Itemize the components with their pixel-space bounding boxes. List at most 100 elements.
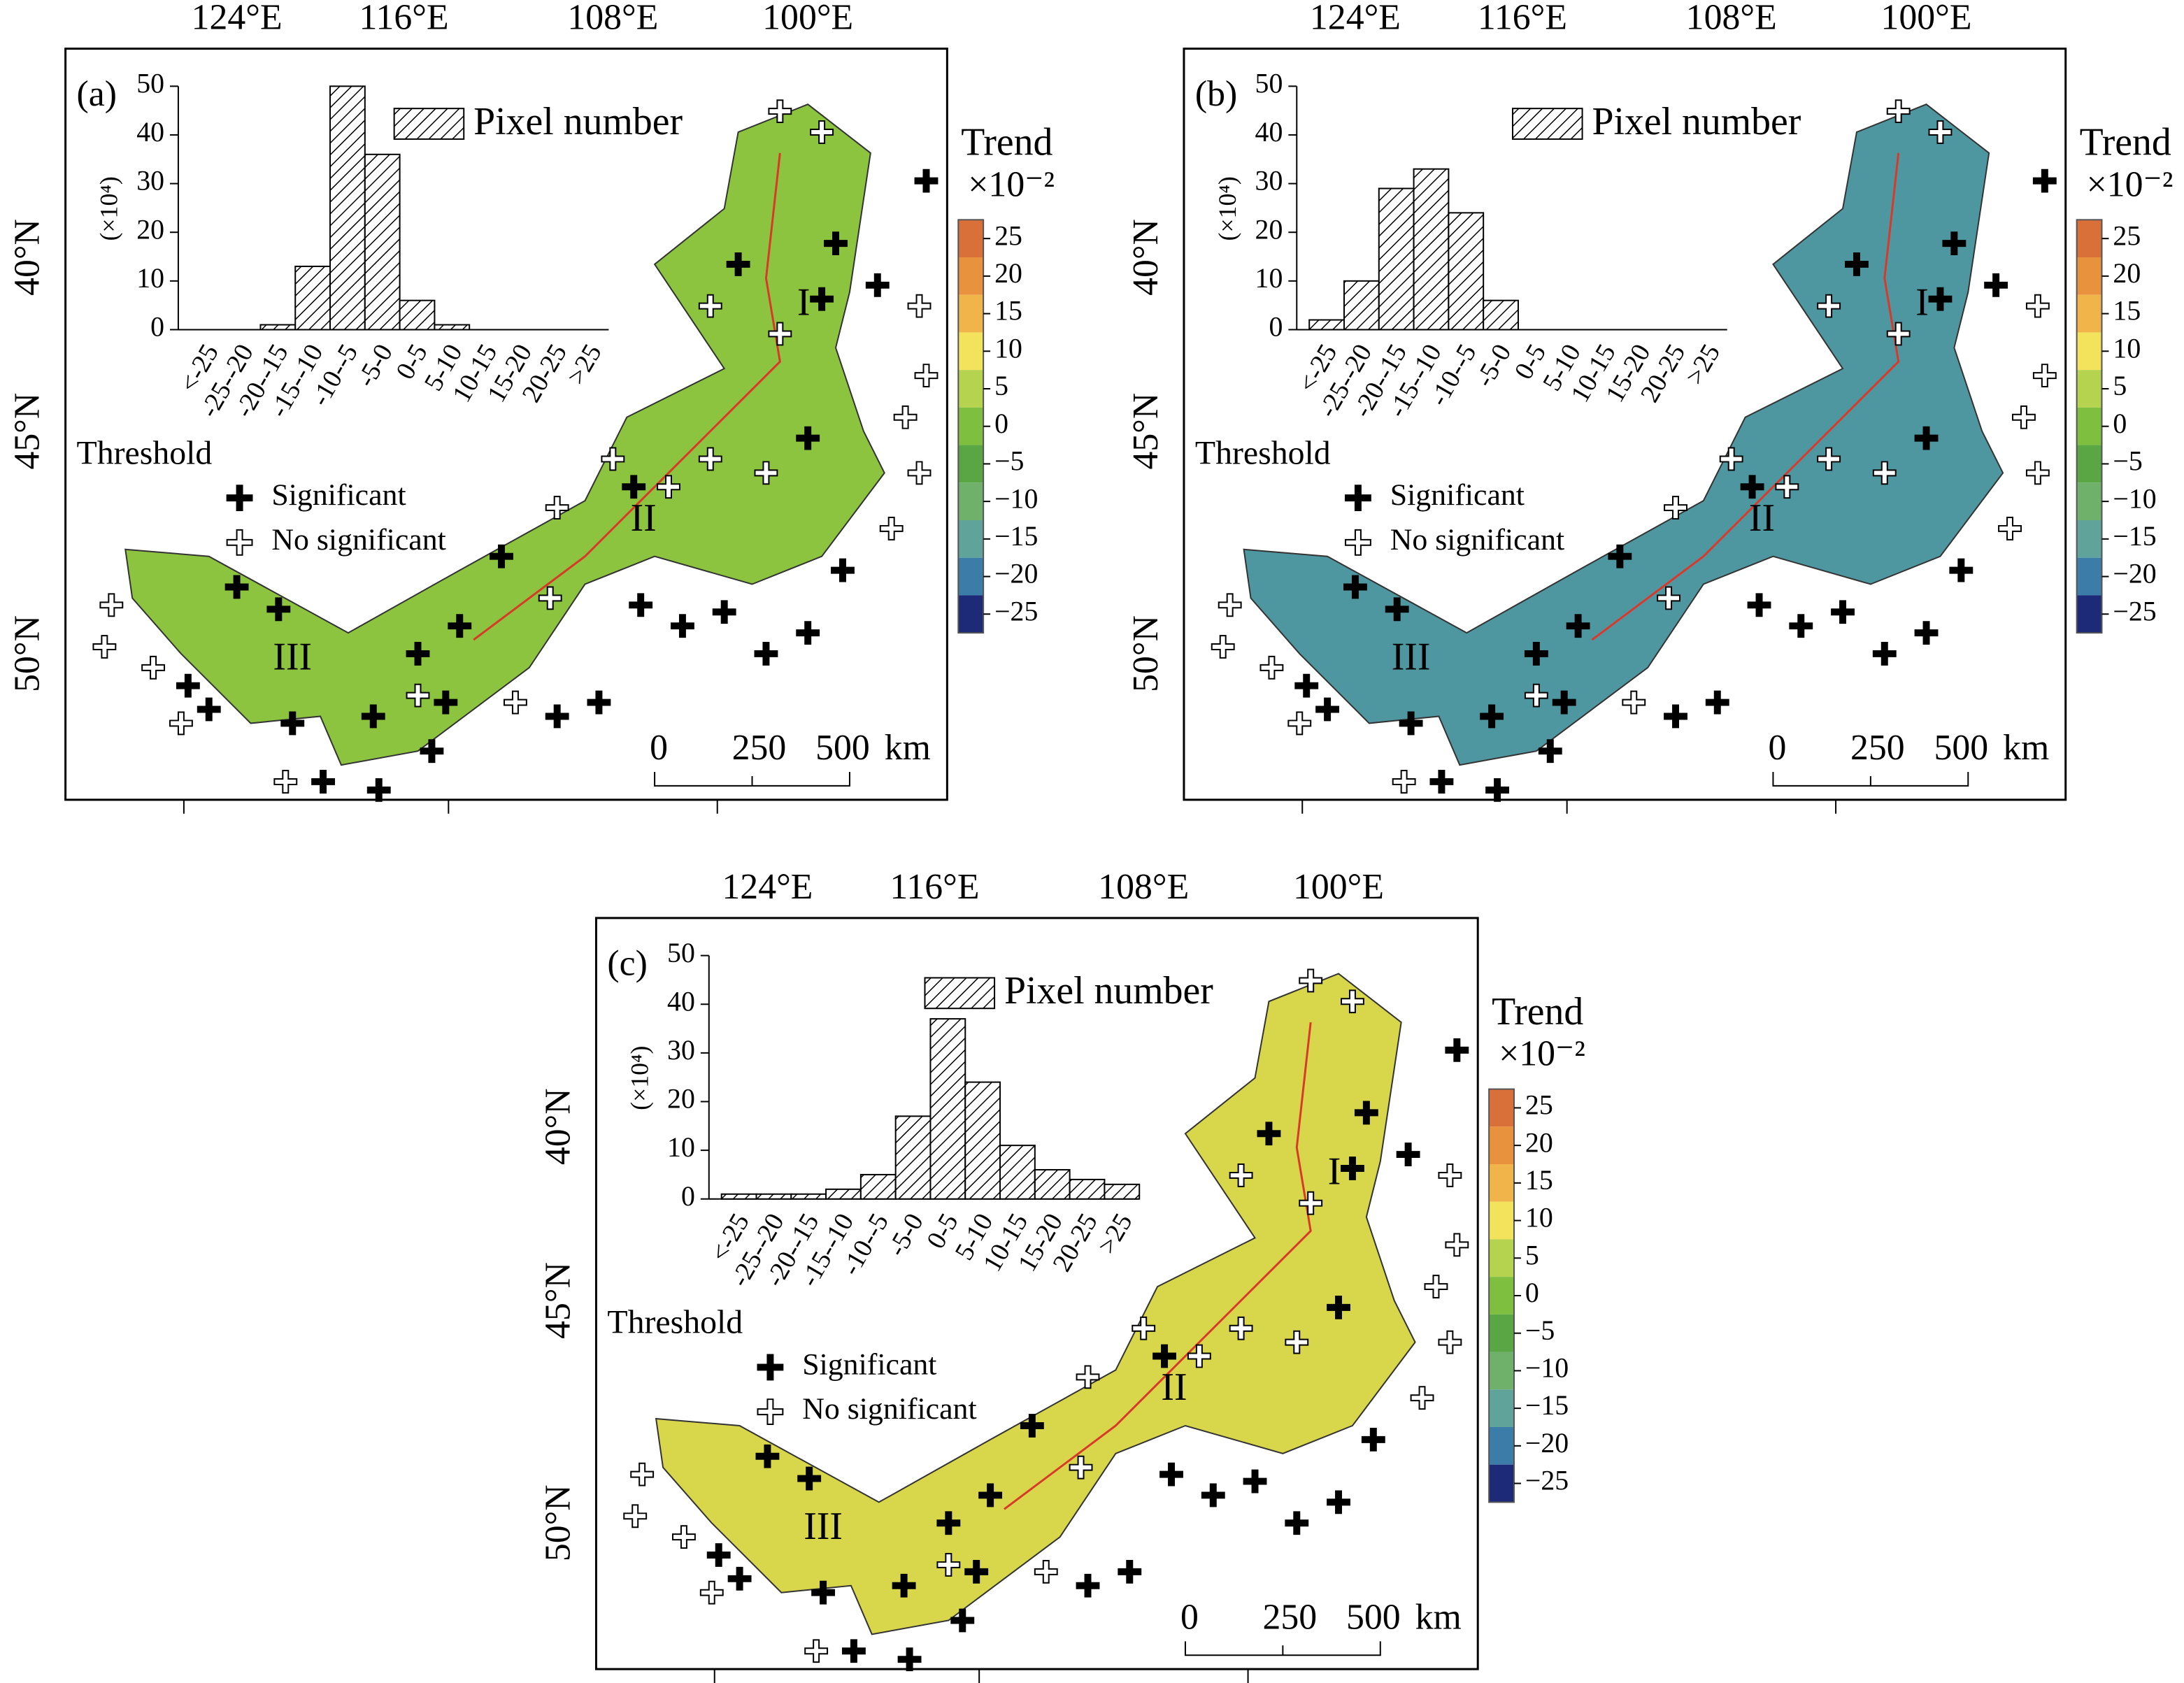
colorbar-tick-label: 10 [2113, 333, 2141, 364]
latitude-label: 45°N [8, 393, 48, 470]
not-significant-marker [671, 1525, 696, 1549]
not-significant-marker [1524, 683, 1548, 708]
colorbar-bin [1489, 1239, 1514, 1277]
colorbar-tick-label: −20 [994, 559, 1038, 589]
not-significant-marker [1299, 968, 1323, 993]
colorbar-tick-label: 10 [994, 333, 1022, 364]
significant-marker [266, 597, 291, 622]
significant-marker [1524, 642, 1548, 666]
legend-label: Pixel number [1592, 100, 1801, 143]
not-significant-marker [757, 1398, 784, 1425]
not-significant-marker [2012, 405, 2036, 429]
map-frame [1183, 48, 2067, 801]
colorbar-tick-label: 0 [1525, 1277, 1539, 1308]
not-significant-marker [1229, 1163, 1253, 1187]
colorbar-bin [1489, 1389, 1514, 1427]
panel-label: (a) [77, 74, 117, 114]
not-significant-marker [141, 655, 166, 680]
significant-marker [811, 1580, 836, 1605]
latitude-label: 45°N [1126, 393, 1166, 470]
legend-title: Threshold [1195, 434, 1331, 471]
significant-marker [797, 1466, 822, 1491]
colorbar-bin [1489, 1314, 1514, 1352]
significant-marker [1914, 426, 1939, 450]
colorbar-tick-label: −5 [994, 446, 1024, 477]
significant-marker [1020, 1414, 1044, 1438]
significant-marker [810, 287, 834, 311]
colorbar-bin [1489, 1201, 1514, 1240]
significant-marker [841, 1639, 866, 1663]
not-significant-marker [698, 294, 722, 318]
not-significant-marker [169, 711, 193, 736]
significant-marker [1608, 544, 1632, 568]
significant-marker [1429, 770, 1454, 794]
longitude-label: 100°E [1881, 0, 1972, 38]
colorbar-bin [1489, 1352, 1514, 1390]
significant-marker [1361, 1427, 1385, 1452]
colorbar-tick-label: 10 [1525, 1203, 1553, 1233]
significant-marker [712, 600, 736, 624]
y-tick-label: 50 [136, 68, 164, 99]
scale-label: km [885, 728, 931, 768]
not-significant-marker [699, 1580, 724, 1605]
significant-marker [1566, 614, 1590, 638]
significant-marker [1845, 252, 1869, 276]
significant-marker [892, 1573, 916, 1598]
bar [859, 1173, 897, 1200]
significant-marker [361, 704, 385, 729]
significant-marker [726, 252, 750, 276]
y-tick-label: 20 [667, 1084, 695, 1115]
scale-label: 250 [732, 728, 787, 768]
significant-marker [434, 690, 458, 715]
significant-marker [1327, 1295, 1350, 1319]
significant-marker [865, 273, 890, 297]
bar [1343, 280, 1380, 331]
colorbar-bin [2076, 557, 2102, 596]
bar [1448, 212, 1485, 331]
significant-marker [1928, 287, 1953, 311]
longitude-label: 100°E [762, 0, 853, 38]
significant-marker [406, 642, 430, 666]
region-map [655, 973, 1416, 1635]
y-tick-label: 30 [136, 166, 164, 196]
longitude-label: 100°E [1293, 867, 1384, 907]
not-significant-marker [1034, 1559, 1058, 1584]
bar [1308, 319, 1345, 331]
significant-marker [587, 690, 611, 715]
significant-marker [824, 231, 848, 256]
significant-marker [2032, 169, 2057, 193]
bar [294, 265, 331, 331]
legend-label: Significant [802, 1348, 936, 1382]
region-map [124, 103, 885, 766]
bar [1069, 1178, 1106, 1200]
significant-marker [1396, 1143, 1420, 1166]
colorbar-bin [1489, 1164, 1514, 1202]
longitude-label: 124°E [1310, 0, 1401, 38]
significant-marker [1984, 273, 2008, 297]
x-tick-label: >25 [562, 339, 608, 389]
significant-marker [1747, 593, 1771, 617]
not-significant-marker [1445, 1233, 1469, 1257]
not-significant-marker [226, 529, 253, 556]
y-tick-label: 50 [667, 938, 695, 968]
not-significant-marker [601, 447, 625, 471]
legend-title: Threshold [607, 1304, 743, 1341]
colorbar-bin [2076, 407, 2102, 445]
significant-marker [490, 544, 513, 568]
significant-marker [420, 739, 444, 764]
significant-marker [950, 1608, 975, 1633]
region-label: II [1749, 496, 1775, 540]
significant-marker [1399, 711, 1423, 736]
bar [720, 1193, 757, 1200]
latitude-label: 50°N [8, 615, 48, 692]
not-significant-marker [1344, 529, 1371, 556]
bar [399, 299, 436, 331]
not-significant-marker [1817, 294, 1841, 318]
bar [964, 1081, 1001, 1200]
colorbar-bin [958, 294, 984, 333]
colorbar-title: Trend [1492, 990, 1583, 1033]
colorbar-bin [1489, 1277, 1514, 1315]
region-boundary [473, 152, 781, 641]
region-label: II [1161, 1366, 1187, 1409]
colorbar-tick-label: −5 [1525, 1315, 1555, 1346]
